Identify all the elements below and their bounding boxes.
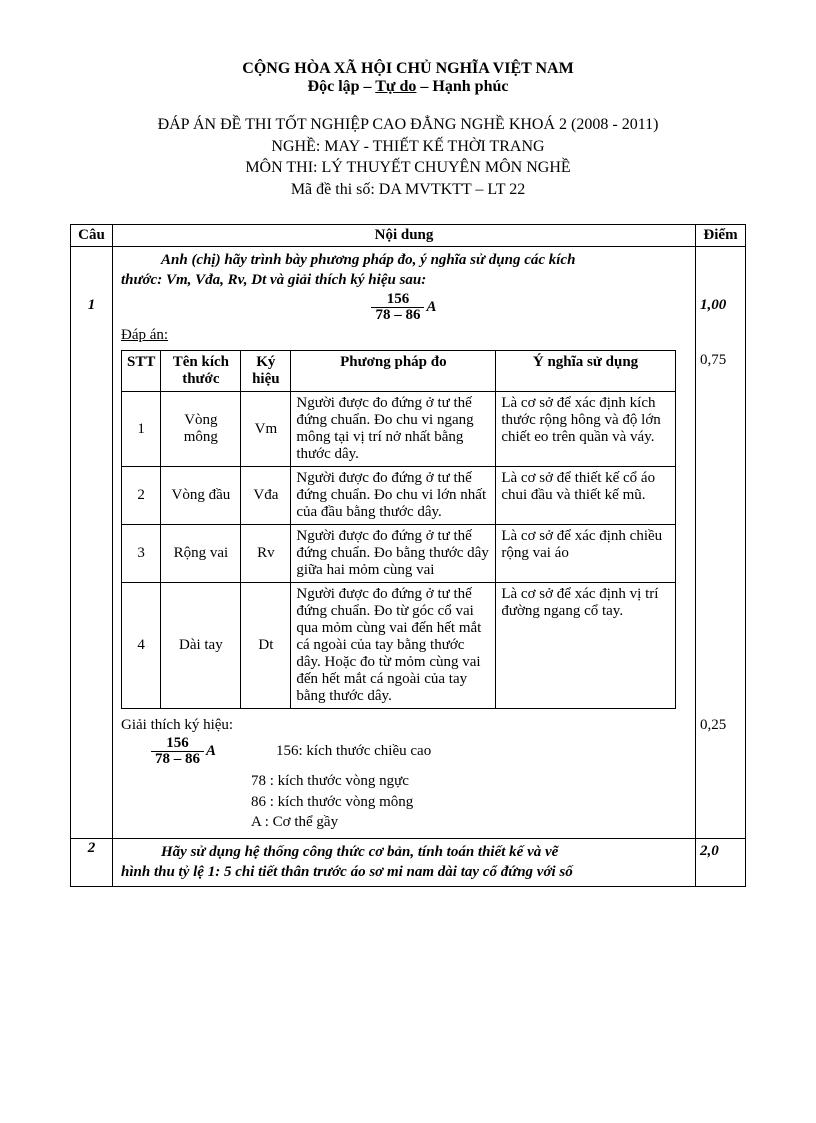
answer-table: Câu Nội dung Điểm 1 Anh (chị) hãy trình … — [70, 224, 746, 887]
r2-kh: Rv — [241, 525, 291, 583]
header-l2-suffix: – Hạnh phúc — [416, 78, 508, 95]
table-row: 4 Dài tay Dt Người được đo đứng ở tư thế… — [122, 583, 676, 709]
q2-text-l2: hình thu tỷ lệ 1: 5 chi tiết thân trước … — [121, 863, 687, 883]
r0-ten: Vòng mông — [161, 392, 241, 467]
q1-fraction: 156 78 – 86 A — [121, 292, 687, 323]
r1-stt: 2 — [122, 467, 161, 525]
r3-kh: Dt — [241, 583, 291, 709]
q1-text: Anh (chị) hãy trình bày phương pháp đo, … — [161, 251, 687, 271]
q1-frac-top: 156 — [371, 292, 424, 308]
ih-stt: STT — [122, 351, 161, 392]
q1-text-l1: Anh (chị) hãy trình bày phương pháp đo, … — [161, 252, 575, 268]
r1-kh: Vđa — [241, 467, 291, 525]
r3-yn: Là cơ sở để xác định vị trí đường ngang … — [496, 583, 675, 709]
ih-yn: Ý nghĩa sử dụng — [496, 351, 675, 392]
q1-ex4: A : Cơ thể gầy — [251, 812, 687, 832]
r0-pp: Người được đo đứng ở tư thế đứng chuẩn. … — [291, 392, 496, 467]
q1-giai-frac-top: 156 — [151, 736, 204, 752]
q1-score: 1,00 — [696, 247, 746, 351]
header-line-1: CỘNG HÒA XÃ HỘI CHỦ NGHĨA VIỆT NAM — [70, 60, 746, 78]
q1-explanation-cell: Giải thích ký hiệu: 156 78 – 86 A 156: k… — [113, 715, 696, 838]
ih-kh: Ký hiệu — [241, 351, 291, 392]
q1-giai-frac-suffix: A — [206, 743, 216, 760]
q1-subscore-1: 0,75 — [696, 350, 746, 715]
r0-stt: 1 — [122, 392, 161, 467]
q1-answer-label: Đáp án: — [121, 327, 687, 344]
header-line-2: Độc lập – Tự do – Hạnh phúc — [70, 78, 746, 96]
title-line-2: NGHỀ: MAY - THIẾT KẾ THỜI TRANG — [70, 136, 746, 158]
q1-ex2: 78 : kích thước vòng ngực — [251, 771, 687, 791]
r2-yn: Là cơ sở để xác định chiều rộng vai áo — [496, 525, 675, 583]
r2-ten: Rộng vai — [161, 525, 241, 583]
page: CỘNG HÒA XÃ HỘI CHỦ NGHĨA VIỆT NAM Độc l… — [0, 0, 816, 1123]
national-header: CỘNG HÒA XÃ HỘI CHỦ NGHĨA VIỆT NAM Độc l… — [70, 60, 746, 96]
header-l2-prefix: Độc lập – — [308, 78, 376, 95]
q1-frac-bot: 78 – 86 — [371, 308, 424, 323]
q1-content-header: Anh (chị) hãy trình bày phương pháp đo, … — [113, 247, 696, 351]
q1-number: 1 — [71, 247, 113, 839]
col-noidung: Nội dung — [113, 225, 696, 247]
r1-pp: Người được đo đứng ở tư thế đứng chuẩn. … — [291, 467, 496, 525]
r1-yn: Là cơ sở để thiết kế cổ áo chui đầu và t… — [496, 467, 675, 525]
col-diem: Điểm — [696, 225, 746, 247]
q2-number: 2 — [71, 839, 113, 887]
q1-inner-cell: STT Tên kích thước Ký hiệu Phương pháp đ… — [113, 350, 696, 715]
ih-ten: Tên kích thước — [161, 351, 241, 392]
q2-text-l1: Hãy sử dụng hệ thống công thức cơ bản, t… — [161, 843, 687, 863]
title-line-4: Mã đề thi số: DA MVTKTT – LT 22 — [70, 179, 746, 201]
r2-stt: 3 — [122, 525, 161, 583]
q2-score: 2,0 — [696, 839, 746, 887]
title-line-1: ĐÁP ÁN ĐỀ THI TỐT NGHIỆP CAO ĐẲNG NGHỀ K… — [70, 114, 746, 136]
title-block: ĐÁP ÁN ĐỀ THI TỐT NGHIỆP CAO ĐẲNG NGHỀ K… — [70, 114, 746, 200]
q1-text2: thước: Vm, Vđa, Rv, Dt và giải thích ký … — [121, 271, 687, 291]
r3-pp: Người được đo đứng ở tư thế đứng chuẩn. … — [291, 583, 496, 709]
title-line-3: MÔN THI: LÝ THUYẾT CHUYÊN MÔN NGHỀ — [70, 157, 746, 179]
table-row: 1 Vòng mông Vm Người được đo đứng ở tư t… — [122, 392, 676, 467]
q1-measurements-table: STT Tên kích thước Ký hiệu Phương pháp đ… — [121, 350, 676, 709]
q1-explain-label: Giải thích ký hiệu: — [121, 717, 687, 734]
r0-yn: Là cơ sở để xác định kích thước rộng hôn… — [496, 392, 675, 467]
q1-ex1: 156: kích thước chiều cao — [276, 743, 431, 760]
table-row: 3 Rộng vai Rv Người được đo đứng ở tư th… — [122, 525, 676, 583]
q1-subscore-2: 0,25 — [696, 715, 746, 838]
r3-ten: Dài tay — [161, 583, 241, 709]
header-l2-underline: Tự do — [375, 78, 416, 95]
q1-text-l2: thước: Vm, Vđa, Rv, Dt và giải thích ký … — [121, 272, 426, 288]
q1-frac-suffix: A — [426, 299, 436, 315]
q1-explain-frac-row: 156 78 – 86 A 156: kích thước chiều cao — [151, 736, 687, 767]
q2-content: Hãy sử dụng hệ thống công thức cơ bản, t… — [113, 839, 696, 887]
q1-ex3: 86 : kích thước vòng mông — [251, 792, 687, 812]
r1-ten: Vòng đầu — [161, 467, 241, 525]
table-row: 2 Vòng đầu Vđa Người được đo đứng ở tư t… — [122, 467, 676, 525]
r2-pp: Người được đo đứng ở tư thế đứng chuẩn. … — [291, 525, 496, 583]
q1-giai-frac-bot: 78 – 86 — [151, 752, 204, 767]
ih-pp: Phương pháp đo — [291, 351, 496, 392]
r3-stt: 4 — [122, 583, 161, 709]
col-cau: Câu — [71, 225, 113, 247]
r0-kh: Vm — [241, 392, 291, 467]
